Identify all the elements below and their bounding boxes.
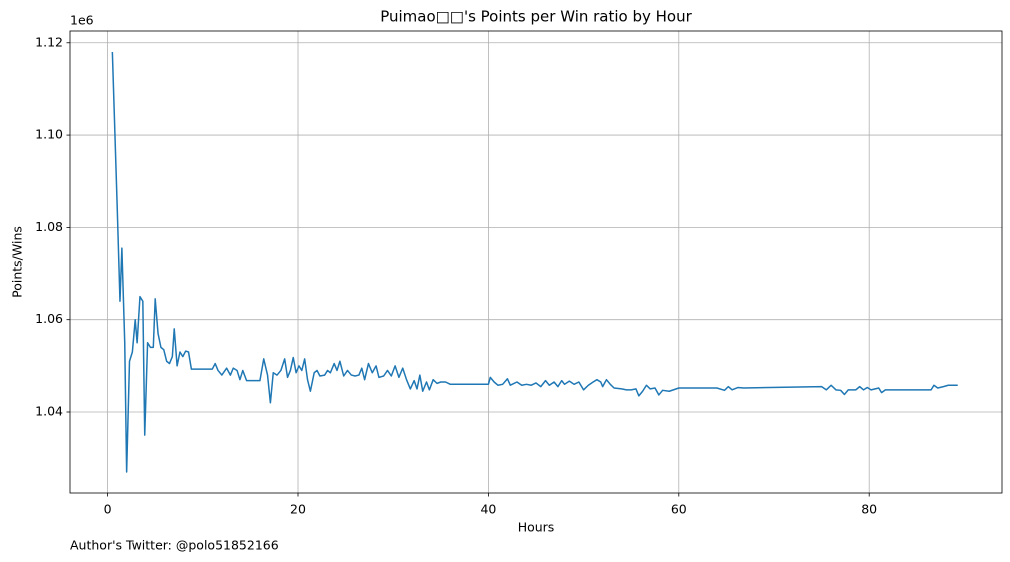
chart-title: Puimao□□'s Points per Win ratio by Hour — [380, 8, 692, 26]
y-tick-label: 1.08 — [35, 219, 63, 234]
plot-frame — [69, 30, 1003, 494]
data-line — [111, 51, 958, 473]
x-tick-label: 0 — [104, 502, 112, 517]
x-tick-label: 80 — [861, 502, 877, 517]
y-axis-label: Points/Wins — [10, 226, 25, 298]
footnote: Author's Twitter: @polo51852166 — [70, 538, 279, 553]
x-tick-label: 40 — [480, 502, 496, 517]
x-tick-label: 20 — [290, 502, 306, 517]
y-tick-label: 1.12 — [35, 34, 63, 49]
x-axis-label: Hours — [518, 520, 555, 535]
x-tick-label: 60 — [671, 502, 687, 517]
y-tick-label: 1.10 — [35, 127, 63, 142]
y-tick-label: 1.04 — [35, 404, 63, 419]
y-tick-label: 1.06 — [35, 311, 63, 326]
y-offset-text: 1e6 — [70, 13, 94, 28]
